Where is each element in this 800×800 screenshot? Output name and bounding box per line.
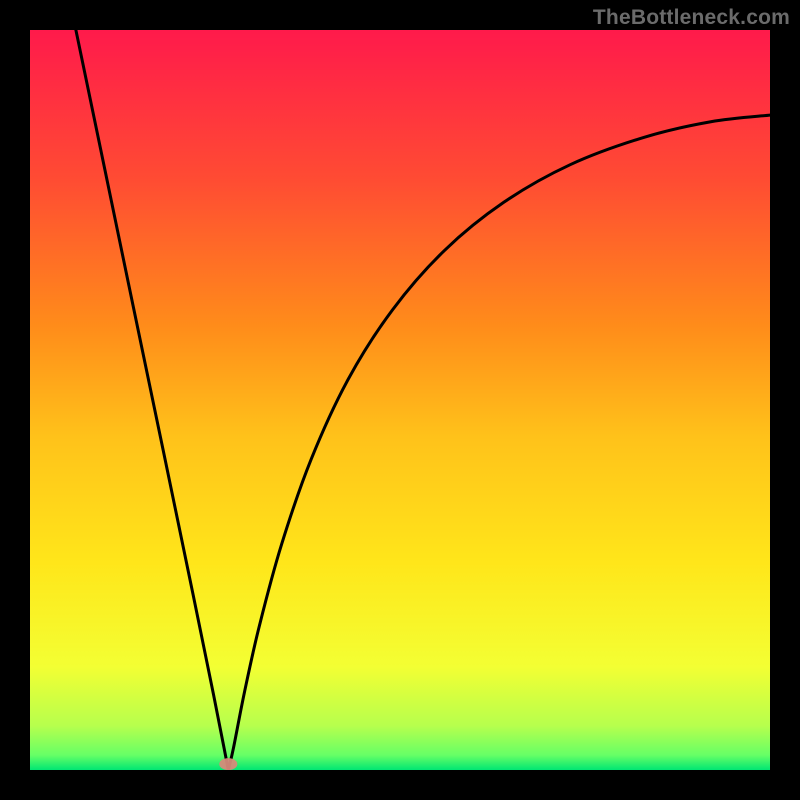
bottleneck-plot <box>30 30 770 770</box>
plot-svg <box>30 30 770 770</box>
watermark-text: TheBottleneck.com <box>593 6 790 30</box>
plot-background <box>30 30 770 770</box>
chart-container: TheBottleneck.com <box>0 0 800 800</box>
min-marker <box>219 758 237 770</box>
